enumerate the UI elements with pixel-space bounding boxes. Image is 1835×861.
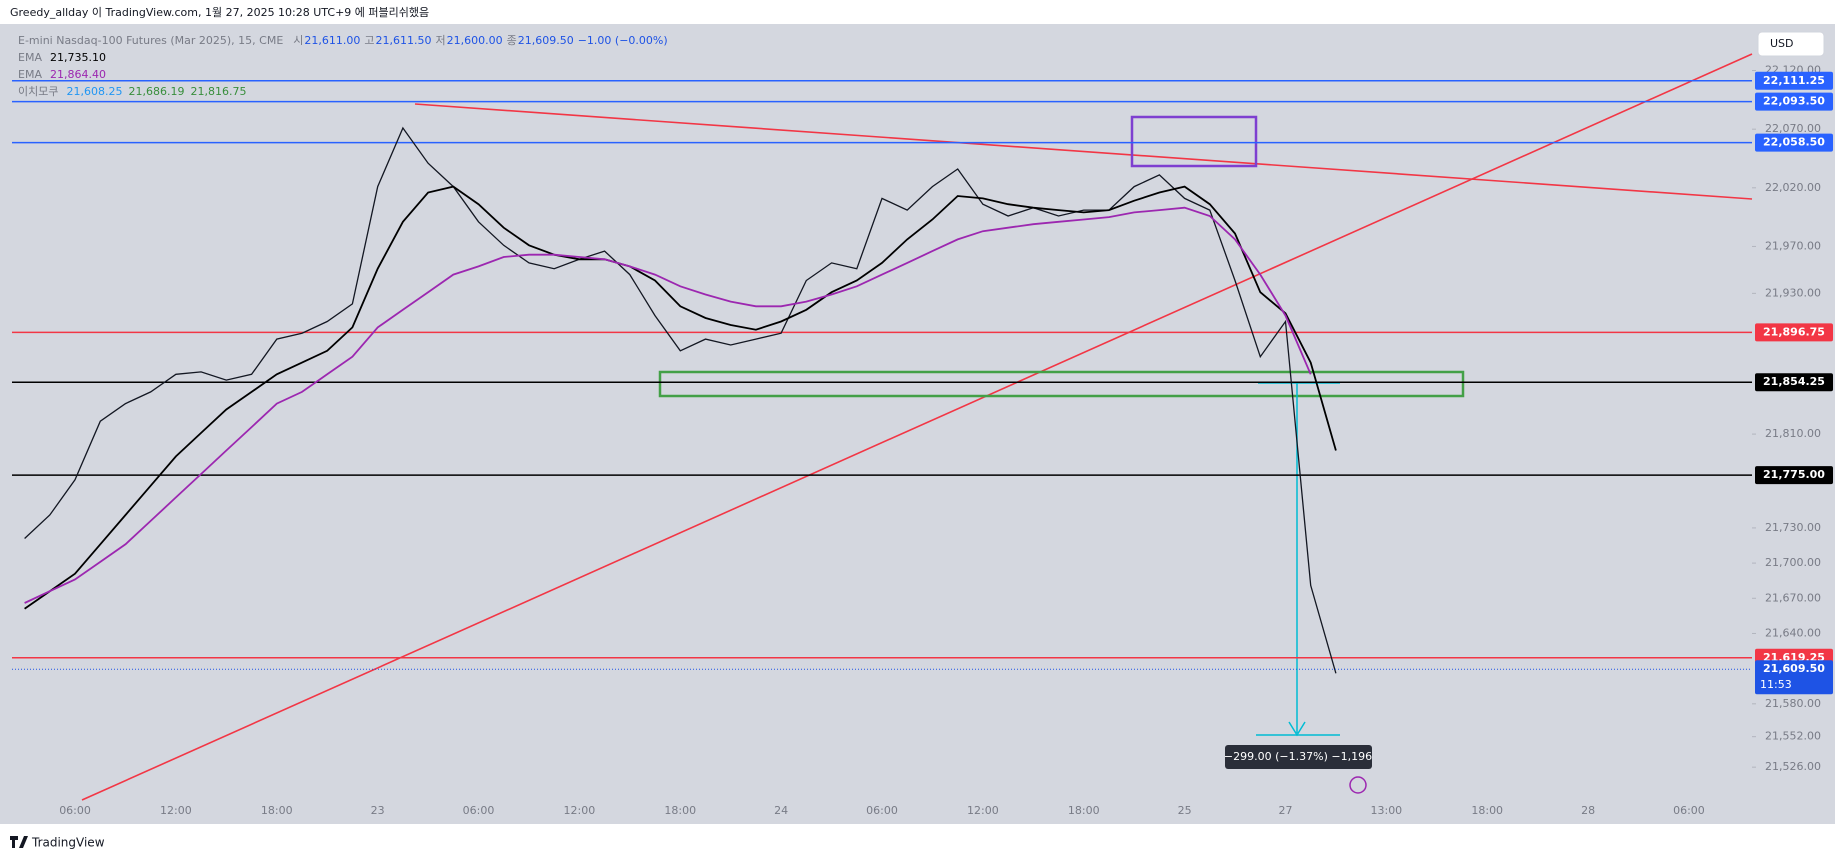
legend-text: 21,816.75 — [190, 85, 246, 98]
x-tick-label: 18:00 — [664, 804, 696, 817]
price-level-tag — [1755, 373, 1833, 392]
legend-text: 종 — [507, 34, 517, 47]
x-tick-label: 18:00 — [1068, 804, 1100, 817]
x-tick-label: 25 — [1178, 804, 1192, 817]
series-line — [24, 206, 1312, 604]
y-tick-label: 21,970.00 — [1765, 239, 1821, 252]
measure-arrowhead — [1288, 721, 1306, 737]
x-tick-label: 23 — [371, 804, 385, 817]
price-level-tag — [1755, 323, 1833, 342]
drawings: −299.00 (−1.37%) −1,196 — [81, 53, 1753, 801]
price-level-tag — [1755, 466, 1833, 485]
series-line — [24, 126, 1337, 674]
legend-text: 21,608.25 — [66, 85, 122, 98]
trend-line — [414, 103, 1753, 200]
y-tick-label: 22,020.00 — [1765, 181, 1821, 194]
x-tick-label: 06:00 — [866, 804, 898, 817]
legend-text: EMA — [18, 51, 42, 64]
y-tick-label: 21,552.00 — [1765, 730, 1821, 743]
currency-button[interactable] — [1757, 31, 1825, 57]
legend-text: 21,609.50 — [518, 34, 574, 47]
price-level-label: 22,093.50 — [1763, 95, 1825, 108]
x-tick-label: 12:00 — [160, 804, 192, 817]
currency-label: USD — [1770, 37, 1794, 50]
publisher-line: Greedy_allday 이 TradingView.com, 1월 27, … — [10, 6, 429, 19]
legend-text: 21,611.00 — [304, 34, 360, 47]
x-tick-label: 24 — [774, 804, 788, 817]
legend-text: 21,864.40 — [50, 68, 106, 81]
last-price-tag — [1755, 660, 1833, 695]
price-level-tag — [1755, 71, 1833, 90]
price-level-label: 21,775.00 — [1763, 468, 1825, 481]
y-tick-label: 21,930.00 — [1765, 286, 1821, 299]
y-tick-label: 21,810.00 — [1765, 427, 1821, 440]
x-tick-label: 06:00 — [463, 804, 495, 817]
price-level-label: 21,854.25 — [1763, 375, 1825, 388]
price-level-label: 22,111.25 — [1763, 74, 1825, 87]
x-tick-label: 06:00 — [59, 804, 91, 817]
y-tick-label: 22,070.00 — [1765, 122, 1821, 135]
highlight-box — [1130, 115, 1258, 168]
y-tick-label: 21,700.00 — [1765, 556, 1821, 569]
legend-text: 저 — [436, 34, 446, 47]
measure-label: −299.00 (−1.37%) −1,196 — [1224, 750, 1372, 763]
y-tick-label: 21,526.00 — [1765, 760, 1821, 773]
legend-text: EMA — [18, 68, 42, 81]
price-level-tag — [1755, 133, 1833, 152]
x-tick-label: 12:00 — [967, 804, 999, 817]
legend-text: 21,611.50 — [376, 34, 432, 47]
y-tick-label: 21,730.00 — [1765, 521, 1821, 534]
chart-background — [0, 24, 1835, 824]
event-icon — [1349, 776, 1367, 794]
x-tick-label: 27 — [1278, 804, 1292, 817]
x-tick-label: 12:00 — [564, 804, 596, 817]
x-tick-label: 18:00 — [261, 804, 293, 817]
legend-text: E-mini Nasdaq-100 Futures (Mar 2025), 15… — [18, 34, 283, 47]
x-tick-label: 13:00 — [1370, 804, 1402, 817]
x-tick-label: 06:00 — [1673, 804, 1705, 817]
footer-brand: TradingView — [31, 836, 105, 850]
legend-text: 고 — [364, 34, 374, 47]
x-tick-label: 18:00 — [1471, 804, 1503, 817]
price-level-label: 21,896.75 — [1763, 325, 1825, 338]
footer-logo — [10, 836, 28, 848]
legend-text: 21,600.00 — [447, 34, 503, 47]
countdown-label: 11:53 — [1760, 678, 1792, 691]
legend-text: 21,735.10 — [50, 51, 106, 64]
legend-text: 시 — [293, 34, 303, 47]
y-tick-label: 21,670.00 — [1765, 591, 1821, 604]
price-level-label: 22,058.50 — [1763, 136, 1825, 149]
legend-text: 이치모쿠 — [18, 85, 58, 98]
measure-label-box — [1225, 745, 1372, 769]
legend-text: 21,686.19 — [128, 85, 184, 98]
last-price-label: 21,609.50 — [1763, 662, 1825, 675]
support-box — [658, 370, 1465, 398]
series-line — [24, 185, 1337, 610]
y-tick-label: 21,580.00 — [1765, 697, 1821, 710]
y-tick-label: 21,640.00 — [1765, 626, 1821, 639]
legend-text: −1.00 (−0.00%) — [578, 34, 668, 47]
price-level-tag — [1755, 92, 1833, 111]
trend-line — [81, 53, 1753, 801]
x-tick-label: 28 — [1581, 804, 1595, 817]
